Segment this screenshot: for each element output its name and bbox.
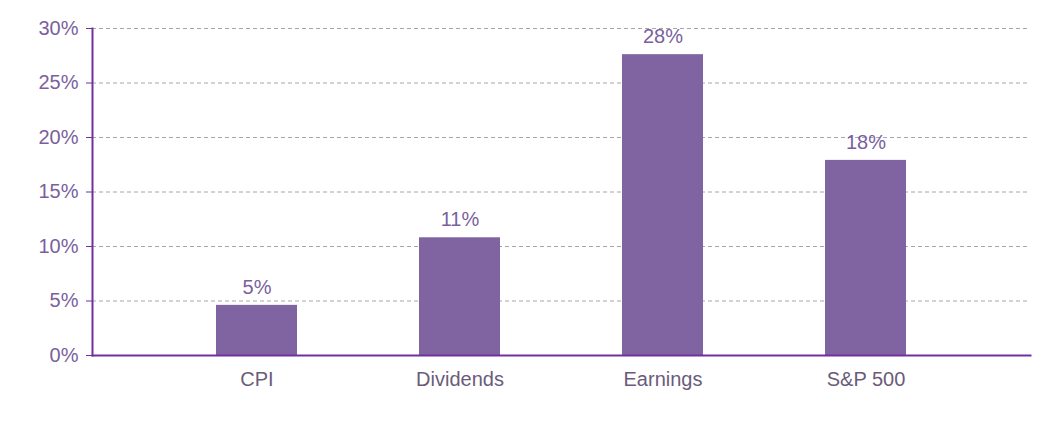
svg-text:25%: 25% <box>38 71 78 93</box>
svg-text:Dividends: Dividends <box>416 368 504 390</box>
svg-text:18%: 18% <box>846 131 886 153</box>
svg-text:10%: 10% <box>38 235 78 257</box>
svg-text:15%: 15% <box>38 180 78 202</box>
svg-text:28%: 28% <box>643 25 683 47</box>
svg-text:5%: 5% <box>243 276 272 298</box>
svg-text:Earnings: Earnings <box>624 368 703 390</box>
svg-text:CPI: CPI <box>240 368 273 390</box>
svg-text:20%: 20% <box>38 126 78 148</box>
svg-text:30%: 30% <box>38 17 78 39</box>
svg-text:5%: 5% <box>50 289 79 311</box>
svg-text:S&P 500: S&P 500 <box>827 368 906 390</box>
svg-text:0%: 0% <box>50 344 79 366</box>
svg-text:11%: 11% <box>441 208 480 230</box>
